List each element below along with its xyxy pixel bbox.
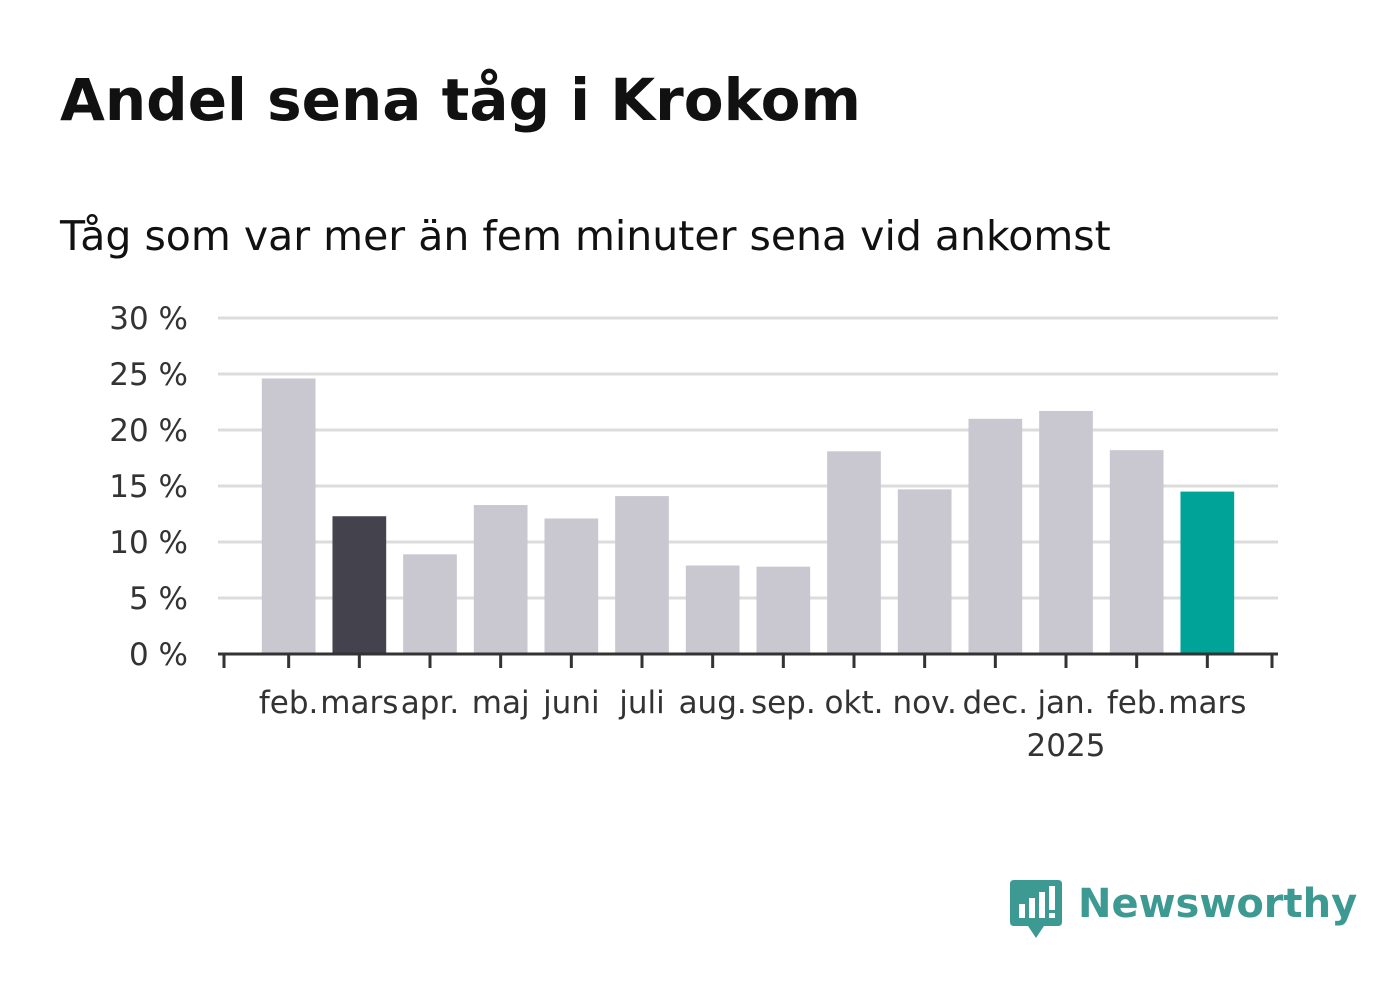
x-tick-label: dec.	[963, 685, 1029, 721]
chart-title: Andel sena tåg i Krokom	[60, 66, 861, 134]
x-tick-label: okt.	[825, 685, 884, 721]
bar-5	[615, 496, 669, 654]
y-tick-label: 25 %	[109, 357, 188, 393]
y-tick-label: 10 %	[109, 525, 188, 561]
bar-3	[473, 505, 528, 654]
y-tick-label: 15 %	[109, 469, 188, 505]
x-tick-label: apr.	[401, 685, 459, 721]
x-tick-label: aug.	[679, 685, 747, 721]
x-axis-labels: feb. mars apr. maj juni juli aug. sep. okt. nov. d…	[259, 685, 1246, 764]
bar-9	[897, 489, 952, 654]
brand-name: Newsworthy	[1078, 881, 1358, 927]
x-tick-label: jan.	[1036, 685, 1094, 721]
bar-7	[756, 566, 811, 654]
x-tick-label: maj	[472, 685, 530, 721]
bar-12	[1109, 450, 1164, 654]
bar-6	[685, 565, 740, 654]
x-tick-label: mars	[320, 685, 398, 721]
bar-4	[544, 518, 599, 654]
gridlines	[218, 316, 1278, 600]
chart-speech-bubble-icon	[1010, 880, 1062, 938]
x-year-label: 2025	[1027, 728, 1106, 764]
y-tick-label: 5 %	[129, 581, 188, 617]
y-axis-ticks: 0 % 5 % 10 % 15 % 20 % 25 % 30 %	[109, 301, 188, 673]
bar-0	[261, 378, 316, 654]
bar-8	[827, 451, 881, 654]
x-tick-label: feb.	[259, 685, 319, 721]
x-tick-label: juni	[542, 685, 600, 721]
y-tick-label: 20 %	[109, 413, 188, 449]
chart-subtitle: Tåg som var mer än fem minuter sena vid …	[60, 212, 1111, 260]
bar-10	[968, 418, 1023, 654]
bar-1	[332, 516, 387, 654]
x-tick-label: sep.	[751, 685, 816, 721]
y-tick-label: 0 %	[129, 637, 188, 673]
x-tick-label: juli	[618, 685, 665, 721]
bar-13	[1180, 491, 1235, 654]
x-tick-label: feb.	[1107, 685, 1167, 721]
x-axis	[218, 652, 1278, 668]
brand-logo: Newsworthy	[1010, 880, 1357, 942]
x-tick-label: nov.	[892, 685, 956, 721]
bar-2	[403, 554, 457, 654]
bar-11	[1039, 410, 1093, 654]
y-tick-label: 30 %	[109, 301, 188, 337]
x-tick-label: mars	[1168, 685, 1246, 721]
bars	[261, 378, 1235, 654]
